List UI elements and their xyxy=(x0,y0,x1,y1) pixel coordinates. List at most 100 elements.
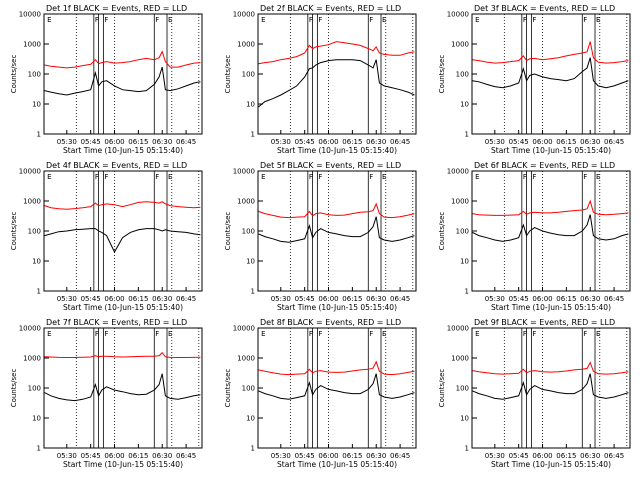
marker-label: F xyxy=(318,330,322,338)
y-tick-label: 10 xyxy=(246,415,255,423)
marker-label: F xyxy=(523,330,527,338)
marker-label: F xyxy=(309,330,313,338)
marker-label: E xyxy=(382,330,386,338)
y-tick-label: 10000 xyxy=(447,325,469,333)
y-axis-label: Counts/sec xyxy=(438,55,446,94)
y-tick-label: 1 xyxy=(465,288,469,296)
events-series-line xyxy=(258,59,415,108)
marker-label: E xyxy=(261,330,265,338)
y-tick-label: 100 xyxy=(456,71,469,79)
y-axis-label: Counts/sec xyxy=(10,212,18,251)
marker-label: E xyxy=(261,16,265,24)
y-axis-label: Counts/sec xyxy=(438,212,446,251)
marker-label: E xyxy=(261,173,265,181)
x-tick-label: 06:00 xyxy=(318,295,338,303)
x-tick-label: 06:15 xyxy=(128,138,148,146)
y-tick-label: 1000 xyxy=(237,198,255,206)
y-tick-label: 10 xyxy=(460,415,469,423)
plot-frame xyxy=(257,13,417,135)
x-tick-label: 06:45 xyxy=(390,295,410,303)
y-tick-label: 100 xyxy=(28,228,41,236)
y-tick-label: 100 xyxy=(242,71,255,79)
y-tick-label: 1000 xyxy=(451,198,469,206)
marker-label: F xyxy=(104,173,108,181)
x-tick-label: 06:45 xyxy=(390,138,410,146)
marker-label: F xyxy=(523,16,527,24)
x-tick-label: 06:00 xyxy=(104,138,124,146)
panel-title: Det 1f BLACK = Events, RED = LLD xyxy=(46,4,187,13)
marker-label: F xyxy=(155,173,159,181)
lld-series-line xyxy=(44,351,201,358)
x-axis-label: Start Time (10-Jun-15 05:15:40) xyxy=(491,303,611,312)
marker-label: F xyxy=(583,173,587,181)
y-axis-label: Counts/sec xyxy=(224,369,232,408)
x-tick-label: 05:30 xyxy=(57,138,77,146)
marker-label: E xyxy=(475,173,479,181)
x-tick-label: 06:30 xyxy=(580,138,600,146)
marker-label: F xyxy=(532,330,536,338)
y-axis-label: Counts/sec xyxy=(224,55,232,94)
y-tick-label: 10000 xyxy=(233,168,255,176)
marker-label: E xyxy=(475,330,479,338)
marker-label: E xyxy=(596,330,600,338)
plot-frame xyxy=(471,13,631,135)
x-axis-label: Start Time (10-Jun-15 05:15:40) xyxy=(63,146,183,155)
marker-label: F xyxy=(532,173,536,181)
x-axis-label: Start Time (10-Jun-15 05:15:40) xyxy=(277,146,397,155)
y-tick-label: 10000 xyxy=(233,325,255,333)
x-tick-label: 05:30 xyxy=(271,295,291,303)
marker-label: F xyxy=(523,173,527,181)
y-tick-label: 10000 xyxy=(447,11,469,19)
lld-series-line xyxy=(472,361,629,375)
marker-label: F xyxy=(318,173,322,181)
x-tick-label: 05:45 xyxy=(509,295,529,303)
x-tick-label: 05:45 xyxy=(295,138,315,146)
lld-series-line xyxy=(472,199,629,216)
x-tick-label: 06:15 xyxy=(342,138,362,146)
x-tick-label: 06:45 xyxy=(604,452,624,460)
y-axis-label: Counts/sec xyxy=(10,369,18,408)
y-tick-label: 1 xyxy=(251,131,255,139)
x-tick-label: 05:45 xyxy=(295,452,315,460)
marker-label: F xyxy=(95,16,99,24)
marker-label: F xyxy=(369,16,373,24)
x-tick-label: 06:30 xyxy=(366,295,386,303)
x-axis-label: Start Time (10-Jun-15 05:15:40) xyxy=(277,460,397,469)
marker-label: E xyxy=(596,16,600,24)
y-tick-label: 10 xyxy=(460,258,469,266)
marker-label: E xyxy=(168,330,172,338)
y-axis-label: Counts/sec xyxy=(438,369,446,408)
y-tick-label: 100 xyxy=(28,385,41,393)
x-tick-label: 06:30 xyxy=(580,295,600,303)
x-tick-label: 05:45 xyxy=(509,138,529,146)
x-tick-label: 06:15 xyxy=(128,452,148,460)
x-tick-label: 06:30 xyxy=(152,138,172,146)
marker-label: F xyxy=(532,16,536,24)
y-tick-label: 1 xyxy=(37,131,41,139)
events-series-line xyxy=(472,373,629,400)
y-tick-label: 10 xyxy=(32,101,41,109)
y-tick-label: 1000 xyxy=(237,41,255,49)
y-tick-label: 1000 xyxy=(451,41,469,49)
plot-frame xyxy=(43,327,203,449)
x-tick-label: 06:15 xyxy=(556,295,576,303)
plot-frame xyxy=(471,170,631,292)
y-tick-label: 10 xyxy=(246,258,255,266)
x-tick-label: 06:45 xyxy=(176,452,196,460)
y-tick-label: 1000 xyxy=(23,198,41,206)
y-tick-label: 10 xyxy=(32,415,41,423)
marker-label: E xyxy=(382,173,386,181)
panel-title: Det 5f BLACK = Events, RED = LLD xyxy=(260,161,401,170)
y-tick-label: 1000 xyxy=(451,355,469,363)
plot-frame xyxy=(257,327,417,449)
x-tick-label: 06:15 xyxy=(342,452,362,460)
y-tick-label: 1 xyxy=(37,288,41,296)
x-tick-label: 06:30 xyxy=(580,452,600,460)
events-series-line xyxy=(258,216,415,243)
marker-label: F xyxy=(318,16,322,24)
marker-label: F xyxy=(104,330,108,338)
